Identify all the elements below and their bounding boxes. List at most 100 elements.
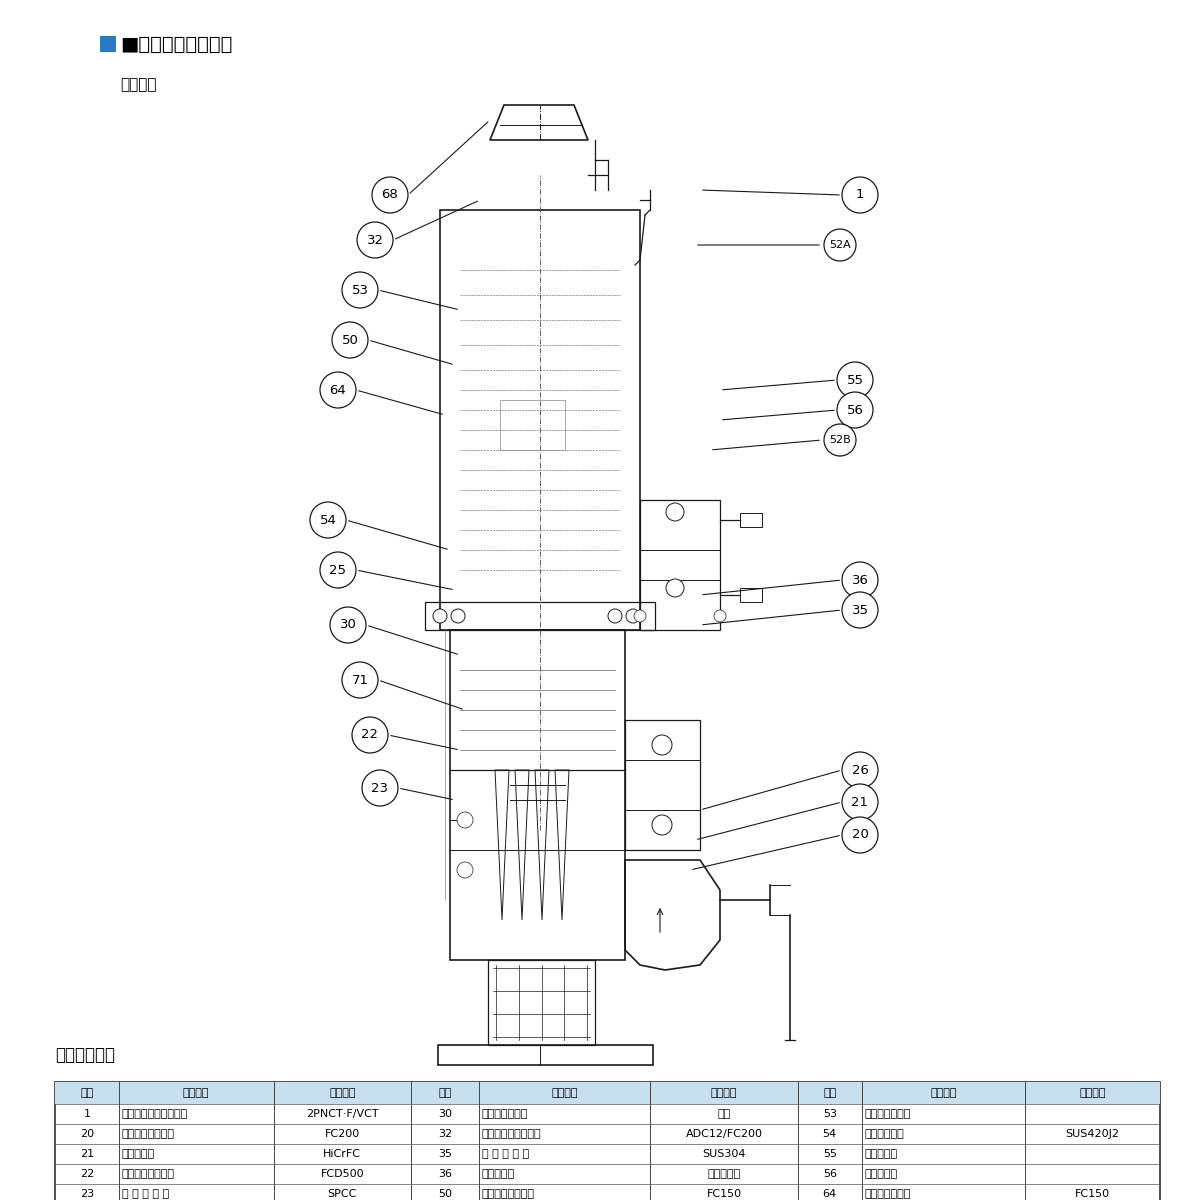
Text: キャブタイヤケーブル: キャブタイヤケーブル [122, 1109, 188, 1118]
Text: サクションカバー: サクションカバー [122, 1169, 175, 1178]
Text: 品　　名: 品 名 [551, 1088, 577, 1098]
Text: ADC12/FC200: ADC12/FC200 [685, 1129, 763, 1139]
Text: 材　　質: 材 質 [1079, 1088, 1105, 1098]
Text: 1: 1 [84, 1109, 90, 1118]
Text: 品番: 品番 [438, 1088, 451, 1098]
Circle shape [352, 716, 388, 754]
Bar [425, 602, 655, 630]
Text: FC200: FC200 [325, 1129, 360, 1139]
Text: モータフレーム: モータフレーム [865, 1189, 911, 1199]
Circle shape [362, 770, 398, 806]
Circle shape [838, 362, 874, 398]
Bar [440, 210, 640, 630]
Bar [640, 500, 720, 630]
Circle shape [433, 608, 446, 623]
Text: 21: 21 [80, 1150, 94, 1159]
Text: 材　　質: 材 質 [329, 1088, 355, 1098]
Text: 55: 55 [823, 1150, 836, 1159]
Text: 羽　根　車: 羽 根 車 [122, 1150, 155, 1159]
Text: 64: 64 [330, 384, 347, 396]
Text: 樹脂: 樹脂 [718, 1109, 731, 1118]
Text: 54: 54 [319, 514, 336, 527]
Text: ■構造断面図（例）: ■構造断面図（例） [120, 35, 233, 54]
Bar [450, 630, 625, 960]
Text: 品番: 品番 [80, 1088, 94, 1098]
Bar [740, 588, 762, 602]
Text: SUS420J2: SUS420J2 [1066, 1129, 1120, 1139]
Bar [488, 960, 595, 1045]
Text: 53: 53 [823, 1109, 836, 1118]
Text: SUS304: SUS304 [702, 1150, 746, 1159]
Text: 30: 30 [340, 618, 356, 631]
Text: FC150: FC150 [1075, 1189, 1110, 1199]
Circle shape [714, 610, 726, 622]
Text: 23: 23 [372, 781, 389, 794]
Text: タービン油: タービン油 [708, 1169, 740, 1178]
Text: 32: 32 [366, 234, 384, 246]
Text: 56: 56 [823, 1169, 836, 1178]
Text: 20: 20 [852, 828, 869, 841]
Circle shape [320, 372, 356, 408]
Circle shape [842, 592, 878, 628]
Text: 品名・材質表: 品名・材質表 [55, 1046, 115, 1064]
Text: 2PNCT·F/VCT: 2PNCT·F/VCT [306, 1109, 379, 1118]
Text: 36: 36 [852, 574, 869, 587]
Text: 68: 68 [382, 188, 398, 202]
Bar [625, 720, 700, 850]
Text: 23: 23 [80, 1189, 94, 1199]
Text: 22: 22 [79, 1169, 94, 1178]
Text: 25: 25 [330, 564, 347, 576]
Circle shape [626, 608, 640, 623]
Text: 56: 56 [846, 403, 864, 416]
Text: オイルリフター: オイルリフター [481, 1109, 528, 1118]
Text: 36: 36 [438, 1169, 452, 1178]
Text: 品　　名: 品 名 [182, 1088, 210, 1098]
Text: 品番: 品番 [823, 1088, 836, 1098]
Text: ス ト レ ー ナ: ス ト レ ー ナ [122, 1189, 169, 1199]
Bar [500, 400, 565, 450]
Text: 注 油 プ ラ グ: 注 油 プ ラ グ [481, 1150, 529, 1159]
Text: ホースカップリング: ホースカップリング [481, 1129, 541, 1139]
Text: 53: 53 [352, 283, 368, 296]
Text: 30: 30 [438, 1109, 452, 1118]
Text: 52B: 52B [829, 434, 851, 445]
Text: 非自動形: 非自動形 [120, 78, 156, 92]
Text: 52A: 52A [829, 240, 851, 250]
Circle shape [342, 662, 378, 698]
Circle shape [842, 562, 878, 598]
Text: 71: 71 [352, 673, 368, 686]
Text: モータ保護装置: モータ保護装置 [865, 1109, 911, 1118]
Text: 潤　滑　油: 潤 滑 油 [481, 1169, 515, 1178]
Text: 主　　　　軸: 主 軸 [865, 1129, 905, 1139]
Circle shape [332, 322, 368, 358]
Bar [438, 1045, 653, 1066]
Text: 55: 55 [846, 373, 864, 386]
Text: SPCC: SPCC [328, 1189, 356, 1199]
Circle shape [358, 222, 394, 258]
Circle shape [457, 862, 473, 878]
Circle shape [608, 608, 622, 623]
Bar [55, 1082, 1160, 1200]
Text: 35: 35 [438, 1150, 452, 1159]
Circle shape [457, 812, 473, 828]
Text: モータブラケット: モータブラケット [481, 1189, 534, 1199]
Text: 21: 21 [852, 796, 869, 809]
Bar [55, 1082, 1160, 1104]
Text: 32: 32 [438, 1129, 452, 1139]
Text: 54: 54 [823, 1129, 836, 1139]
Text: 64: 64 [823, 1189, 836, 1199]
Text: HiCrFC: HiCrFC [323, 1150, 361, 1159]
Circle shape [666, 503, 684, 521]
Circle shape [451, 608, 466, 623]
Circle shape [842, 752, 878, 788]
Text: 22: 22 [361, 728, 378, 742]
Text: 1: 1 [856, 188, 864, 202]
Text: 品　　名: 品 名 [930, 1088, 956, 1098]
Circle shape [842, 784, 878, 820]
Text: 回　転　子: 回 転 子 [865, 1150, 898, 1159]
Circle shape [372, 176, 408, 214]
Circle shape [652, 734, 672, 755]
Circle shape [634, 610, 646, 622]
Circle shape [842, 817, 878, 853]
Text: FC150: FC150 [707, 1189, 742, 1199]
